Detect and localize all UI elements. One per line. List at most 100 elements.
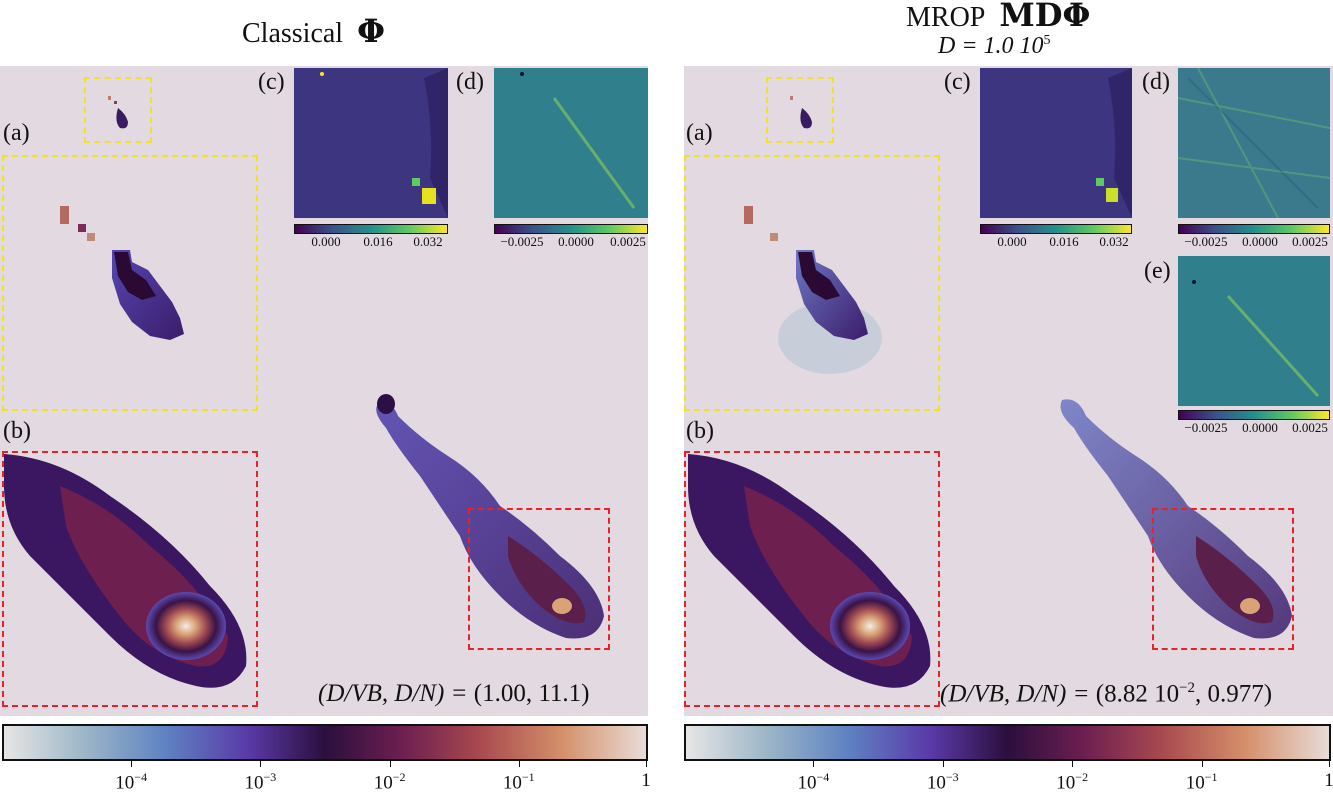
inset-c-tick-1: 0.000	[997, 234, 1027, 249]
label-e: (e)	[1144, 258, 1171, 284]
inset-c-colorbar	[294, 224, 448, 234]
right-stat-label: (D/VB, D/N) =	[940, 680, 1090, 708]
zoom-b-source-box	[468, 508, 610, 650]
left-colorbar	[2, 724, 648, 761]
thumb-pixel-2	[114, 101, 117, 104]
inset-d-svg	[494, 68, 648, 218]
left-colorbar-tick-mark	[518, 761, 520, 767]
inset-e-tick-3: 0.0025	[1292, 420, 1328, 435]
inset-d-tick-1: −0.0025	[1184, 234, 1228, 249]
right-stat-value: (8.82 10	[1095, 680, 1180, 708]
zoom-b-core	[146, 592, 226, 660]
thumb-source	[116, 108, 128, 129]
left-colorbar-tick-label: 1	[641, 770, 651, 791]
right-subtitle: D = 1.0 105	[938, 33, 1051, 60]
inset-d-svg	[1178, 68, 1330, 218]
right-title-symbol: MDΦ	[999, 0, 1091, 34]
zoom-b-box	[2, 451, 258, 707]
label-d: (d)	[1142, 69, 1170, 95]
right-stat: (D/VB, D/N) = (8.82 10−2, 0.977)	[940, 680, 1272, 708]
left-colorbar-tick-label: 10−1	[502, 770, 535, 794]
inset-e-tick-1: −0.0025	[1184, 420, 1228, 435]
inset-d-tick-3: 0.0025	[1292, 234, 1328, 249]
thumb-pixel-1	[108, 96, 111, 100]
left-image-panel: (a) (b) (c) (d) 0.000 0.016 0.032 −0.002…	[0, 66, 648, 716]
zoom-b-core	[830, 592, 910, 660]
inset-e-colorbar	[1178, 410, 1330, 420]
inset-d-colorbar	[1178, 224, 1330, 234]
right-colorbar-tick-label: 1	[1324, 770, 1333, 791]
inset-d-tick-2: 0.0000	[558, 234, 594, 249]
inset-e-tick-2: 0.0000	[1242, 420, 1278, 435]
inset-c-tick-3: 0.032	[413, 234, 443, 249]
left-colorbar-tick-mark	[389, 761, 391, 767]
right-title-text: MROP	[906, 2, 986, 33]
label-b: (b)	[3, 418, 31, 444]
inset-c-svg	[980, 68, 1132, 218]
zoom-a-thumb-box	[766, 77, 834, 143]
inset-c-tick-3: 0.032	[1099, 234, 1129, 249]
right-colorbar-tick-label: 10−2	[1056, 770, 1089, 794]
zoom-a-box	[684, 155, 940, 411]
left-stat-value: (1.00, 11.1)	[473, 680, 590, 707]
zoom-a-pixel-3	[87, 233, 95, 241]
left-stat: (D/VB, D/N) = (1.00, 11.1)	[318, 680, 589, 708]
zoom-a-thumb-box	[84, 77, 152, 143]
right-colorbar-tick-mark	[1329, 761, 1330, 767]
label-d: (d)	[456, 69, 484, 95]
inset-c-colorbar	[980, 224, 1132, 234]
left-title-text: Classical	[242, 18, 344, 49]
inset-d-tick-1: −0.0025	[500, 234, 544, 249]
inset-c-tick-2: 0.016	[1049, 234, 1079, 249]
label-a: (a)	[3, 120, 30, 146]
right-colorbar-tick-mark	[942, 761, 944, 767]
label-c: (c)	[944, 69, 971, 95]
zoom-a-pixel-1	[60, 206, 69, 224]
zoom-a-core	[114, 252, 156, 300]
label-c: (c)	[258, 69, 285, 95]
zoom-b-box	[684, 451, 940, 707]
thumb-pixel-1	[790, 96, 793, 100]
left-colorbar-tick-mark	[131, 761, 133, 767]
zoom-b-source-box	[1152, 508, 1294, 650]
label-a: (a)	[686, 120, 713, 146]
right-colorbar	[684, 724, 1331, 761]
right-stat-tail: , 0.977)	[1195, 680, 1273, 708]
main-jet-knot	[377, 394, 395, 414]
zoom-a-pixel-1	[744, 206, 753, 224]
inset-c-tick-1: 0.000	[311, 234, 341, 249]
right-title: MROP MDΦ	[906, 0, 1090, 34]
right-colorbar-tick-mark	[813, 761, 815, 767]
right-image-panel: (a) (b) (c) (d) (e) 0.000 0.016 0.032 −0…	[684, 66, 1333, 716]
thumb-source	[800, 108, 812, 129]
inset-e	[1178, 256, 1330, 406]
left-stat-label: (D/VB, D/N) =	[318, 680, 468, 707]
left-colorbar-tick-mark	[646, 761, 647, 767]
right-subtitle-text: D = 1.0 10	[938, 33, 1044, 59]
zoom-a-pixel-2	[78, 224, 86, 232]
inset-c-tick-2: 0.016	[363, 234, 393, 249]
right-subtitle-exp: 5	[1043, 33, 1051, 48]
main-jet-bright	[552, 598, 572, 614]
right-colorbar-tick-label: 10−4	[797, 770, 830, 794]
label-b: (b)	[686, 418, 714, 444]
right-colorbar-tick-mark	[1201, 761, 1203, 767]
right-stat-exp: −2	[1179, 680, 1196, 696]
inset-c	[294, 68, 448, 218]
right-image-svg	[688, 96, 1292, 688]
inset-d	[1178, 68, 1330, 218]
left-colorbar-tick-label: 10−4	[115, 770, 148, 794]
right-colorbar-tick-mark	[1072, 761, 1074, 767]
left-colorbar-tick-label: 10−2	[373, 770, 406, 794]
inset-d	[494, 68, 648, 218]
left-image-svg	[4, 96, 604, 688]
inset-d-tick-2: 0.0000	[1242, 234, 1278, 249]
inset-d-colorbar	[494, 224, 648, 234]
inset-e-svg	[1178, 256, 1330, 406]
main-jet-bright	[1240, 598, 1260, 614]
zoom-a-box	[2, 155, 258, 411]
zoom-a-pixel-3	[770, 233, 778, 241]
inset-c	[980, 68, 1132, 218]
right-colorbar-tick-label: 10−3	[926, 770, 959, 794]
right-colorbar-tick-label: 10−1	[1185, 770, 1218, 794]
